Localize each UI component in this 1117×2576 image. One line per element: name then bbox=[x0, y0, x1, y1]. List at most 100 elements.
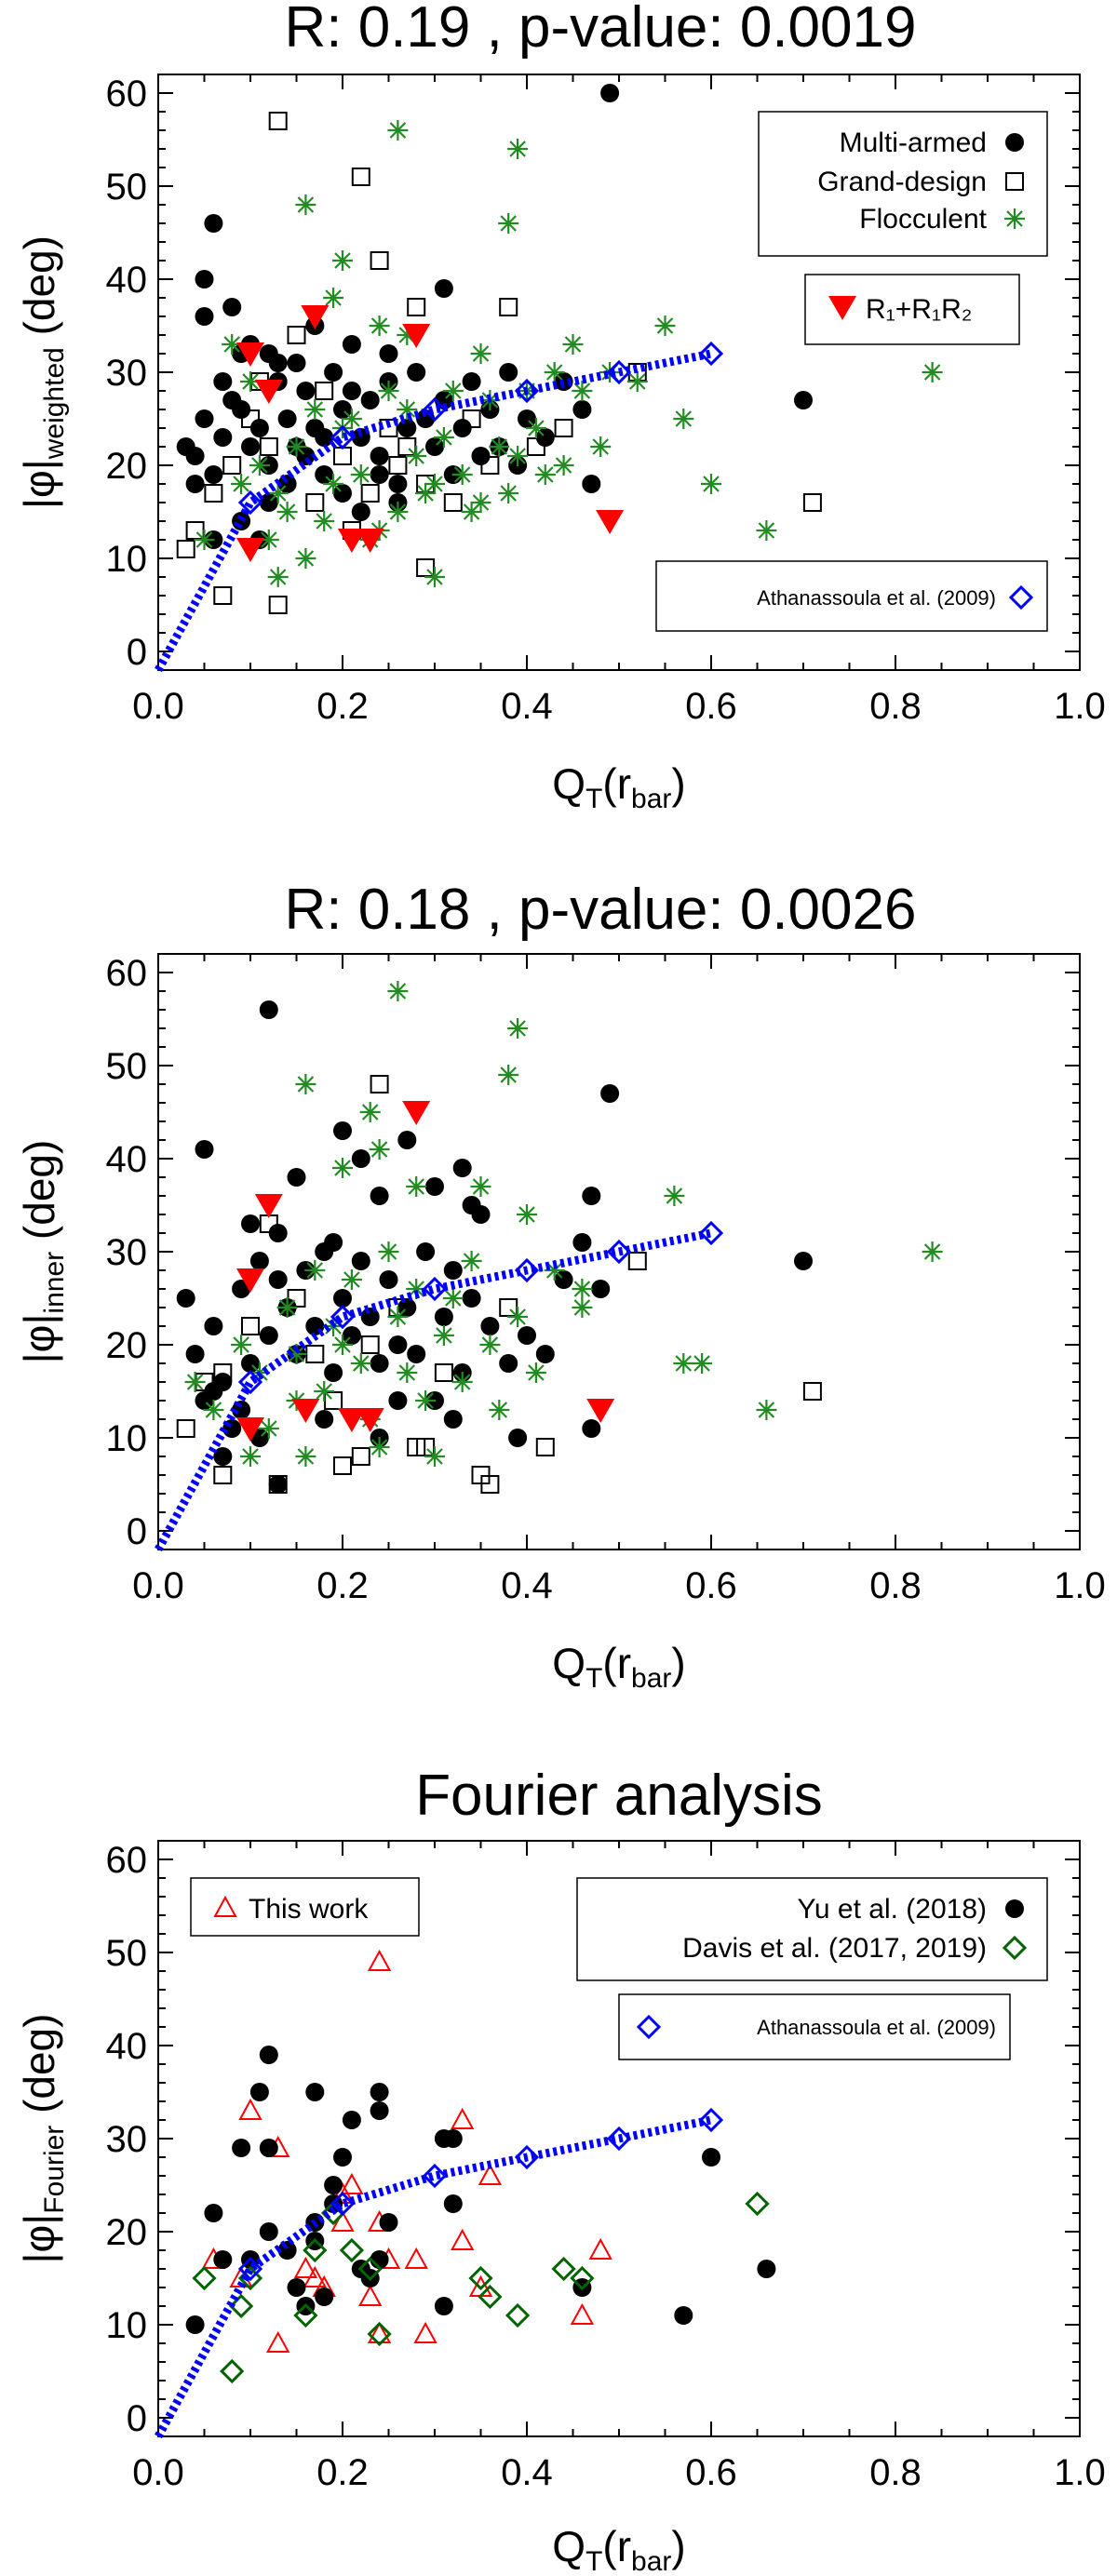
data-point-square bbox=[305, 1345, 325, 1363]
panel2-ytick-labels: 0 10 20 30 40 50 60 bbox=[106, 953, 148, 1552]
data-point-circle bbox=[315, 2288, 334, 2306]
data-point-triangle-down-filled bbox=[236, 342, 264, 367]
panel3-title: Fourier analysis bbox=[415, 1764, 823, 1828]
data-point-circle bbox=[407, 1345, 426, 1363]
data-point-star bbox=[470, 1176, 491, 1197]
data-point-square bbox=[333, 1456, 352, 1475]
data-point-square bbox=[176, 1419, 195, 1438]
data-point-square bbox=[241, 409, 260, 428]
panel1-ticks bbox=[157, 74, 1081, 670]
legend3-ath-marker bbox=[636, 2014, 662, 2040]
data-point-circle bbox=[259, 1000, 278, 1019]
legend1-r1-label: R₁+R₁R₂ bbox=[866, 294, 972, 325]
data-point-circle bbox=[572, 1233, 592, 1252]
legend3-ath-label: Athanassoula et al. (2009) bbox=[757, 2016, 996, 2039]
reference-point bbox=[606, 2126, 632, 2152]
data-point-circle bbox=[259, 1326, 278, 1345]
data-point-circle bbox=[204, 2204, 223, 2222]
panel3-legend-ath: Athanassoula et al. (2009) bbox=[618, 1993, 1011, 2060]
data-point-star bbox=[295, 195, 316, 215]
data-point-star bbox=[350, 464, 371, 485]
reference-point bbox=[330, 2191, 356, 2217]
data-point-circle bbox=[315, 1242, 334, 1261]
reference-point bbox=[330, 1304, 356, 1330]
legend-marker bbox=[636, 2014, 662, 2040]
data-point-star bbox=[451, 464, 473, 485]
legend1-multi-label: Multi-armed bbox=[840, 127, 987, 158]
legend-marker bbox=[1004, 208, 1025, 229]
data-point-circle bbox=[794, 391, 813, 409]
data-point-circle bbox=[204, 1317, 223, 1335]
data-point-circle bbox=[407, 363, 426, 382]
data-point-circle bbox=[342, 382, 361, 400]
data-point-circle bbox=[249, 2083, 269, 2101]
x-tick-label: 0.2 bbox=[316, 1565, 369, 1606]
data-point-star bbox=[314, 511, 335, 531]
legend-marker bbox=[1005, 1899, 1024, 1918]
data-point-star bbox=[415, 1390, 437, 1411]
data-point-star bbox=[544, 1260, 565, 1281]
data-point-square bbox=[434, 1363, 453, 1382]
y-tick-label: 0 bbox=[127, 1511, 147, 1552]
data-point-square bbox=[535, 1438, 555, 1456]
reference-point bbox=[698, 1220, 724, 1246]
data-point-star bbox=[231, 1335, 252, 1355]
data-point-square bbox=[259, 437, 278, 456]
data-point-square bbox=[268, 112, 288, 130]
data-point-square bbox=[176, 540, 195, 558]
panel1-xlabel: QT(rbar) bbox=[552, 759, 685, 814]
y-tick-label: 40 bbox=[106, 2026, 148, 2067]
data-point-circle bbox=[397, 1131, 417, 1149]
data-point-star bbox=[424, 474, 445, 494]
data-point-star bbox=[387, 120, 409, 141]
y-tick-label: 10 bbox=[106, 539, 148, 580]
panel1-title: R: 0.19 , p-value: 0.0019 bbox=[284, 0, 916, 60]
data-point-circle bbox=[342, 335, 361, 354]
data-point-star bbox=[332, 250, 353, 271]
y-tick-label: 60 bbox=[106, 1840, 148, 1881]
data-point-circle bbox=[591, 1280, 611, 1298]
data-point-star bbox=[498, 1065, 519, 1085]
data-point-circle bbox=[185, 447, 205, 465]
y-tick-label: 20 bbox=[106, 446, 148, 487]
data-point-circle bbox=[324, 2176, 343, 2194]
data-point-square bbox=[315, 382, 334, 400]
data-point-star bbox=[240, 1446, 261, 1467]
data-point-circle bbox=[213, 428, 233, 447]
y-tick-label: 30 bbox=[106, 353, 148, 394]
data-point-circle bbox=[508, 1429, 528, 1447]
data-point-square bbox=[471, 1466, 491, 1484]
data-point-circle bbox=[351, 1252, 370, 1270]
data-point-triangle-down-filled bbox=[236, 538, 264, 562]
data-point-triangle-down-filled bbox=[402, 1101, 431, 1125]
data-point-circle bbox=[213, 1447, 233, 1466]
data-point-circle bbox=[324, 363, 343, 382]
data-point-star bbox=[479, 1335, 501, 1355]
panel1-legend-r1: R₁+R₁R₂ bbox=[804, 274, 1020, 345]
data-point-circle bbox=[499, 1354, 518, 1373]
reference-point bbox=[514, 378, 540, 404]
data-point-star bbox=[507, 1307, 529, 1327]
reference-point bbox=[606, 1239, 632, 1265]
data-point-star bbox=[231, 474, 252, 494]
panel3-ylabel: |φ|Fourier (deg) bbox=[15, 2014, 70, 2264]
data-point-star bbox=[194, 530, 215, 550]
data-point-circle bbox=[204, 214, 223, 233]
y-tick-label: 10 bbox=[106, 2305, 148, 2346]
x-tick-label: 0.6 bbox=[685, 686, 737, 727]
panel-weighted: R: 0.19 , p-value: 0.0019 0.0 0.2 0.4 0.6 0.… bbox=[15, 0, 1106, 814]
data-point-circle bbox=[388, 1335, 408, 1354]
data-point-star bbox=[525, 1362, 546, 1383]
data-point-circle bbox=[342, 2111, 361, 2129]
data-point-star bbox=[295, 1074, 316, 1094]
data-point-circle bbox=[287, 2278, 306, 2297]
data-point-star bbox=[369, 315, 390, 336]
data-point-star bbox=[203, 1400, 224, 1420]
panel1-ytick-labels: 0 10 20 30 40 50 60 bbox=[106, 74, 148, 673]
data-point-star bbox=[451, 1372, 473, 1392]
data-point-star bbox=[359, 1102, 381, 1122]
data-point-star bbox=[544, 362, 565, 382]
x-tick-label: 0.6 bbox=[685, 1565, 737, 1606]
data-point-circle bbox=[287, 354, 306, 372]
